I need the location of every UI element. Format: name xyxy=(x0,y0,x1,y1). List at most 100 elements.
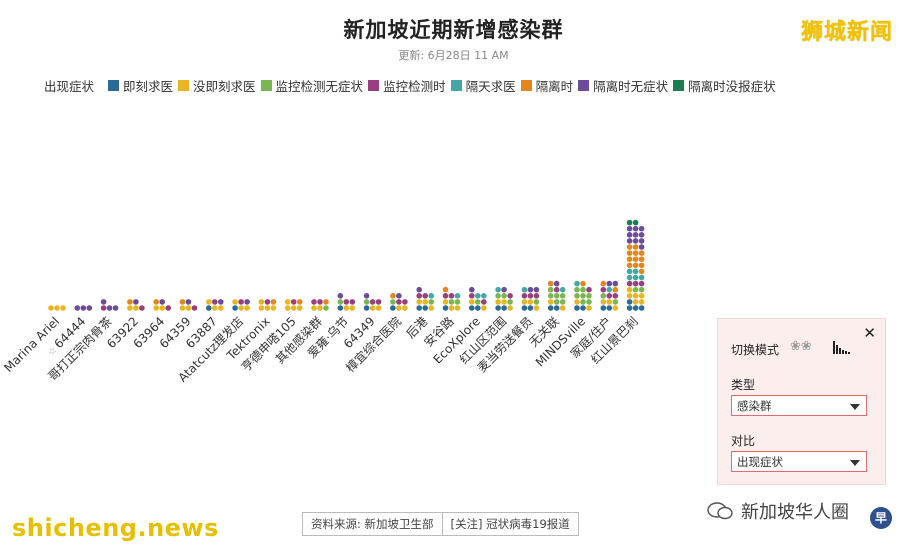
case-dot[interactable] xyxy=(527,299,534,305)
case-dot[interactable] xyxy=(580,299,586,305)
case-dot[interactable] xyxy=(127,299,133,305)
case-dot[interactable] xyxy=(80,305,87,311)
case-dot[interactable] xyxy=(469,286,475,293)
case-dot[interactable] xyxy=(422,299,429,305)
case-dot[interactable] xyxy=(375,305,382,311)
case-dot[interactable] xyxy=(606,299,613,305)
case-dot[interactable] xyxy=(501,305,507,311)
case-dot[interactable] xyxy=(626,305,633,311)
case-dot[interactable] xyxy=(191,305,198,311)
legend-item[interactable]: 隔天求医 xyxy=(450,76,516,95)
case-dot[interactable] xyxy=(311,299,317,305)
case-dot[interactable] xyxy=(638,232,645,238)
case-dot[interactable] xyxy=(632,250,639,256)
case-dot[interactable] xyxy=(238,305,244,311)
case-dot[interactable] xyxy=(612,280,619,287)
case-dot[interactable] xyxy=(106,305,113,311)
case-dot[interactable] xyxy=(600,286,607,293)
case-dot[interactable] xyxy=(317,305,323,311)
case-dot[interactable] xyxy=(632,268,639,275)
case-dot[interactable] xyxy=(547,293,554,299)
case-dot[interactable] xyxy=(369,305,376,311)
case-dot[interactable] xyxy=(375,299,382,305)
case-dot[interactable] xyxy=(212,305,218,311)
case-dot[interactable] xyxy=(244,305,250,311)
case-dot[interactable] xyxy=(290,299,297,305)
case-dot[interactable] xyxy=(632,238,639,244)
case-dot[interactable] xyxy=(521,293,528,299)
follow-link[interactable]: [关注] 冠状病毒19报道 xyxy=(441,513,578,535)
case-dot[interactable] xyxy=(580,293,586,299)
case-dot[interactable] xyxy=(527,293,534,299)
case-dot[interactable] xyxy=(495,305,501,311)
case-dot[interactable] xyxy=(638,274,645,281)
case-dot[interactable] xyxy=(74,305,81,311)
case-dot[interactable] xyxy=(638,225,645,232)
case-dot[interactable] xyxy=(612,286,619,293)
case-dot[interactable] xyxy=(232,305,238,311)
case-dot[interactable] xyxy=(495,293,501,299)
case-dot[interactable] xyxy=(507,305,513,311)
case-dot[interactable] xyxy=(626,219,633,226)
case-dot[interactable] xyxy=(206,305,212,311)
case-dot[interactable] xyxy=(533,293,540,299)
case-dot[interactable] xyxy=(218,299,224,305)
case-dot[interactable] xyxy=(218,305,224,311)
case-dot[interactable] xyxy=(481,305,487,311)
case-dot[interactable] xyxy=(454,299,461,305)
case-dot[interactable] xyxy=(448,299,455,305)
case-dot[interactable] xyxy=(363,299,370,305)
case-dot[interactable] xyxy=(54,305,60,311)
case-dot[interactable] xyxy=(258,299,265,305)
case-dot[interactable] xyxy=(559,299,566,305)
case-dot[interactable] xyxy=(553,280,560,287)
case-dot[interactable] xyxy=(632,280,639,287)
case-dot[interactable] xyxy=(638,286,645,293)
case-dot[interactable] xyxy=(396,305,402,311)
compare-select[interactable]: 出现症状 xyxy=(731,451,867,472)
case-dot[interactable] xyxy=(153,305,159,311)
case-dot[interactable] xyxy=(559,293,566,299)
case-dot[interactable] xyxy=(501,286,507,293)
case-dot[interactable] xyxy=(527,305,534,311)
case-dot[interactable] xyxy=(396,299,402,305)
case-dot[interactable] xyxy=(612,293,619,299)
case-dot[interactable] xyxy=(349,299,356,305)
case-dot[interactable] xyxy=(580,286,586,293)
case-dot[interactable] xyxy=(626,244,633,250)
case-dot[interactable] xyxy=(165,305,171,311)
case-dot[interactable] xyxy=(612,305,619,311)
case-dot[interactable] xyxy=(270,299,277,305)
case-dot[interactable] xyxy=(547,305,554,311)
case-dot[interactable] xyxy=(60,305,66,311)
case-dot[interactable] xyxy=(448,293,455,299)
case-dot[interactable] xyxy=(638,256,645,262)
case-dot[interactable] xyxy=(586,293,592,299)
case-dot[interactable] xyxy=(507,299,513,305)
case-dot[interactable] xyxy=(626,225,633,232)
case-dot[interactable] xyxy=(600,305,607,311)
dot-mode-icon[interactable]: ❀❀ xyxy=(790,339,812,354)
case-dot[interactable] xyxy=(626,280,633,287)
case-dot[interactable] xyxy=(363,305,370,311)
case-dot[interactable] xyxy=(390,305,396,311)
case-dot[interactable] xyxy=(179,299,186,305)
case-dot[interactable] xyxy=(349,305,356,311)
case-dot[interactable] xyxy=(212,299,218,305)
case-dot[interactable] xyxy=(632,286,639,293)
case-dot[interactable] xyxy=(586,305,592,311)
case-dot[interactable] xyxy=(606,305,613,311)
case-dot[interactable] xyxy=(495,286,501,293)
case-dot[interactable] xyxy=(390,293,396,299)
case-dot[interactable] xyxy=(475,299,481,305)
case-dot[interactable] xyxy=(626,238,633,244)
case-dot[interactable] xyxy=(416,305,423,311)
case-dot[interactable] xyxy=(606,280,613,287)
case-dot[interactable] xyxy=(86,305,93,311)
case-dot[interactable] xyxy=(574,293,580,299)
case-dot[interactable] xyxy=(553,286,560,293)
case-dot[interactable] xyxy=(100,299,107,305)
case-dot[interactable] xyxy=(323,299,329,305)
case-dot[interactable] xyxy=(586,299,592,305)
case-dot[interactable] xyxy=(638,305,645,311)
